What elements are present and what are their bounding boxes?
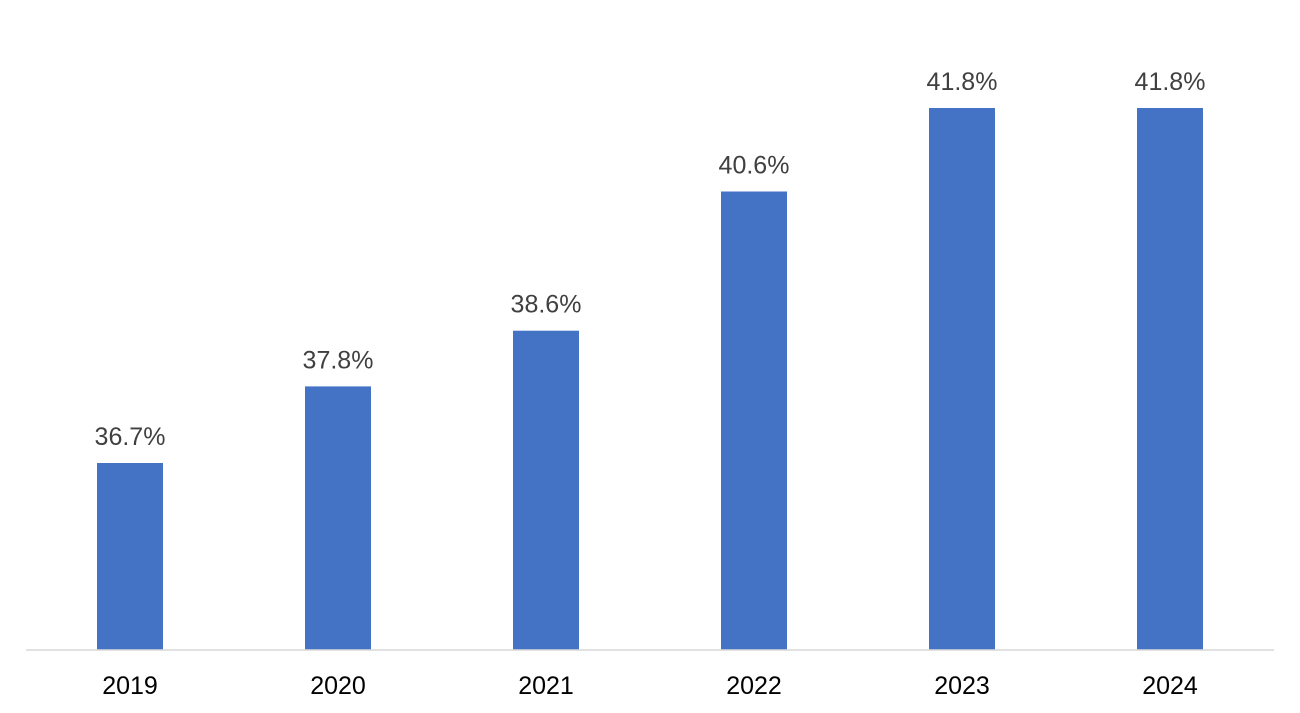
x-tick-label-2021: 2021	[518, 672, 574, 700]
x-tick-label-2023: 2023	[934, 672, 990, 700]
bar-2024	[1137, 108, 1203, 650]
data-label-2024: 41.8%	[1135, 68, 1206, 96]
data-label-2022: 40.6%	[719, 152, 790, 180]
bar-2020	[305, 386, 371, 650]
data-labels-layer: 36.7% 37.8% 38.6% 40.6% 41.8% 41.8%	[95, 68, 1206, 451]
x-tick-label-2020: 2020	[310, 672, 366, 700]
bar-2023	[929, 108, 995, 650]
bar-2021	[513, 330, 579, 650]
x-tick-label-2024: 2024	[1142, 672, 1198, 700]
data-label-2019: 36.7%	[95, 423, 166, 451]
bars-layer	[97, 108, 1203, 650]
x-tick-label-2022: 2022	[726, 672, 782, 700]
x-tick-labels-layer: 2019 2020 2021 2022 2023 2024	[102, 672, 1198, 700]
data-label-2020: 37.8%	[303, 346, 374, 374]
bar-2019	[97, 463, 163, 650]
data-label-2021: 38.6%	[511, 291, 582, 319]
data-label-2023: 41.8%	[927, 68, 998, 96]
bar-2022	[721, 191, 787, 650]
x-tick-label-2019: 2019	[102, 672, 158, 700]
